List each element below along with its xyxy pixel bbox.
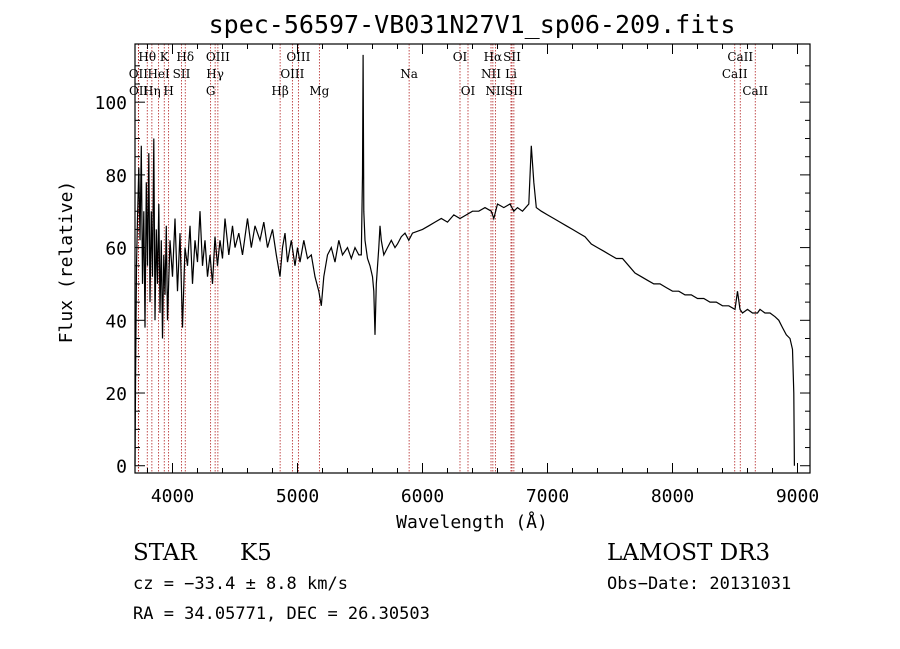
x-tick-label: 5000 bbox=[276, 486, 319, 507]
spectral-line-label: CaII bbox=[722, 67, 748, 81]
y-axis-label: Flux (relative) bbox=[56, 181, 77, 344]
y-tick-label: 60 bbox=[105, 239, 127, 260]
x-tick-label: 8000 bbox=[651, 486, 694, 507]
plot-frame bbox=[134, 43, 811, 474]
chart-title: spec-56597-VB031N27V1_sp06-209.fits bbox=[209, 10, 736, 39]
spectral-line-label: SII bbox=[173, 67, 191, 81]
x-tick-label: 9000 bbox=[776, 486, 819, 507]
spectral-line-label: OIII bbox=[206, 50, 230, 64]
spectral-line-label: Hβ bbox=[271, 84, 288, 98]
spectral-line-label: OI bbox=[453, 50, 468, 64]
spectral-line-label: OII bbox=[129, 67, 149, 81]
x-tick-label: 4000 bbox=[151, 486, 194, 507]
spectral-line-label: Hη bbox=[143, 84, 161, 98]
spectral-line-label: Na bbox=[400, 67, 418, 81]
y-tick-label: 40 bbox=[105, 311, 127, 332]
y-tick-label: 20 bbox=[105, 384, 127, 405]
object-class: STAR bbox=[133, 540, 197, 566]
spectral-line-markers bbox=[137, 44, 756, 473]
survey-name: LAMOST DR3 bbox=[607, 540, 770, 566]
spectral-line-label: NII bbox=[485, 84, 505, 98]
x-tick-label: 6000 bbox=[401, 486, 444, 507]
object-subclass: K5 bbox=[240, 540, 272, 566]
axis-ticks: 4000 5000 6000 7000 8000 9000 0 20 40 60 80 100 bbox=[94, 44, 819, 507]
spectral-line-label: Hα bbox=[484, 50, 503, 64]
spectral-line-label: OIII bbox=[280, 67, 304, 81]
spectral-line-label: CaII bbox=[727, 50, 753, 64]
x-tick-label: 7000 bbox=[526, 486, 569, 507]
spectral-line-label: Hδ bbox=[176, 50, 194, 64]
spectral-line-label: G bbox=[206, 84, 216, 98]
spectral-line-label: HeI bbox=[147, 67, 170, 81]
observation-date: Obs−Date: 20131031 bbox=[607, 574, 791, 594]
spectral-line-label: K bbox=[160, 50, 170, 64]
y-tick-label: 80 bbox=[105, 166, 127, 187]
spectral-line-label: CaII bbox=[742, 84, 768, 98]
ra-dec-coords: RA = 34.05771, DEC = 26.30503 bbox=[133, 604, 430, 624]
spectral-line-label: SII bbox=[503, 50, 521, 64]
flux-series-line bbox=[134, 54, 795, 466]
spectral-line-label: OI bbox=[461, 84, 476, 98]
spectral-line-label: OIII bbox=[286, 50, 310, 64]
spectral-line-label: Li bbox=[505, 67, 517, 81]
y-tick-label: 100 bbox=[94, 93, 127, 114]
redshift-cz: cz = −33.4 ± 8.8 km/s bbox=[133, 574, 348, 594]
spectral-line-label: Hγ bbox=[206, 67, 224, 81]
spectral-line-label: OII bbox=[129, 84, 149, 98]
spectral-line-label: Hθ bbox=[138, 50, 156, 64]
spectral-line-label: NII bbox=[481, 67, 501, 81]
spectral-line-label: SII bbox=[505, 84, 523, 98]
y-tick-label: 0 bbox=[116, 457, 127, 478]
spectral-line-label: Mg bbox=[309, 84, 329, 98]
x-axis-label: Wavelength (Å) bbox=[396, 511, 548, 533]
spectral-line-label: H bbox=[163, 84, 173, 98]
